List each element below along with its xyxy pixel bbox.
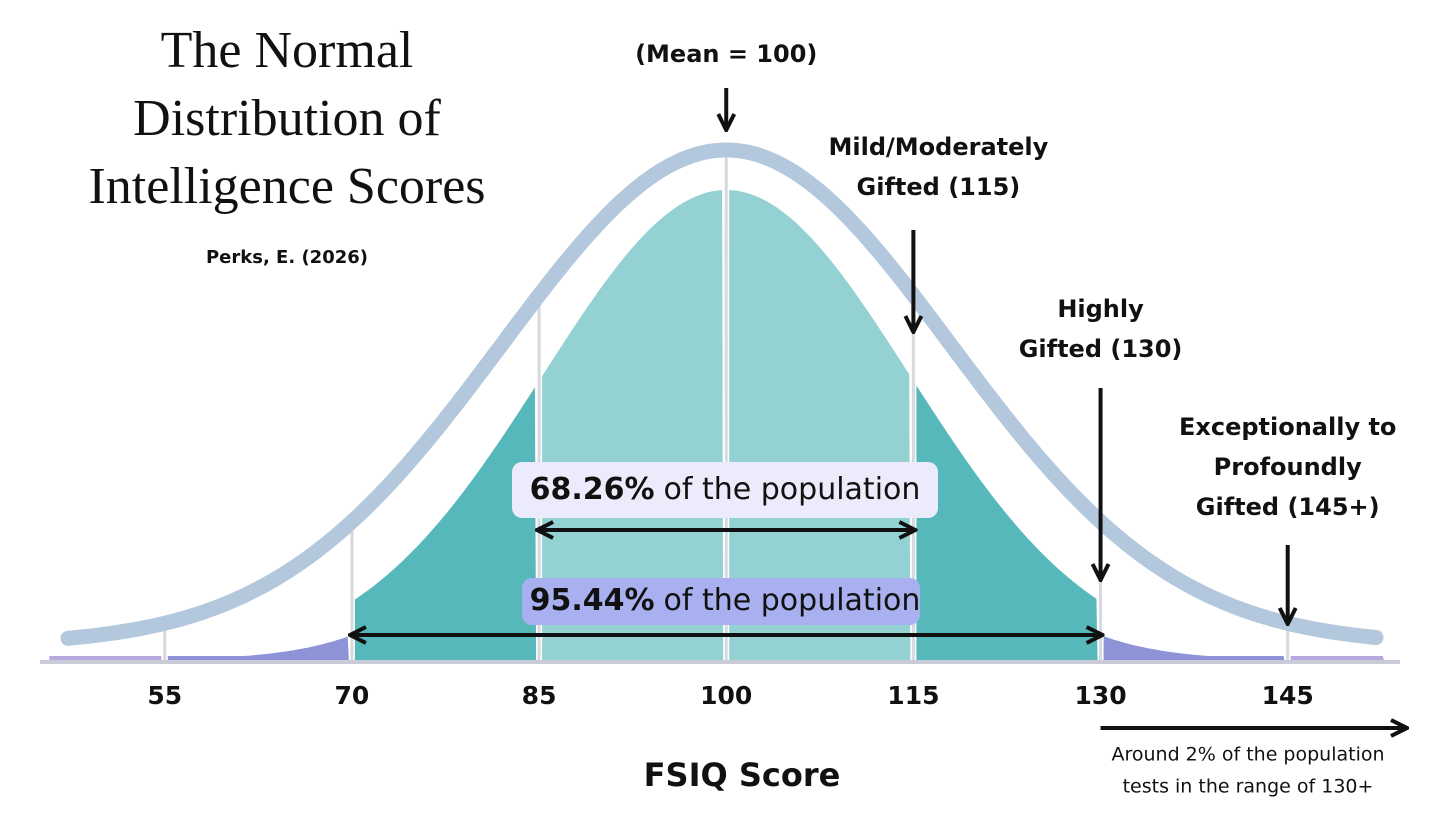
x-tick-label: 145 — [1262, 681, 1314, 710]
bell-curve — [60, 142, 1384, 646]
annotation-text: Highly — [1057, 295, 1144, 323]
x-tick-label: 85 — [522, 681, 557, 710]
range-label: 68.26% of the population — [530, 472, 921, 507]
area-band — [354, 387, 537, 662]
area-band — [167, 636, 349, 662]
x-tick-label: 100 — [700, 681, 752, 710]
area-band — [1103, 636, 1285, 662]
chart-title: Intelligence Scores — [88, 158, 485, 215]
annotation-text: Exceptionally to — [1179, 413, 1396, 441]
area-band — [542, 190, 724, 662]
range-label: 95.44% of the population — [530, 583, 921, 618]
x-tick-label: 55 — [147, 681, 182, 710]
range-text: of the population — [664, 472, 921, 507]
note-text: tests in the range of 130+ — [1123, 776, 1374, 798]
range-percent: 68.26% — [530, 472, 655, 507]
area-band — [916, 385, 1098, 662]
x-tick-label: 130 — [1074, 681, 1126, 710]
annotation-text: Gifted (145+) — [1196, 493, 1380, 521]
subtitle: Perks, E. (2026) — [206, 247, 368, 268]
annotation-text: Profoundly — [1214, 453, 1362, 481]
x-tick-label: 70 — [335, 681, 370, 710]
annotation-text: Mild/Moderately — [829, 133, 1049, 161]
chart-title: The Normal — [161, 22, 414, 79]
annotation-text: Gifted (130) — [1019, 335, 1183, 363]
area-band — [729, 190, 911, 662]
range-percent: 95.44% — [530, 583, 655, 618]
note-text: Around 2% of the population — [1111, 744, 1384, 766]
range-text: of the population — [664, 583, 921, 618]
range-box — [512, 462, 938, 518]
range-box — [522, 578, 920, 625]
chart-title: Distribution of — [133, 90, 441, 147]
annotation-text: (Mean = 100) — [635, 40, 817, 68]
x-tick-label: 115 — [887, 681, 939, 710]
x-axis-label: FSIQ Score — [644, 756, 841, 794]
annotation-text: Gifted (115) — [857, 173, 1021, 201]
